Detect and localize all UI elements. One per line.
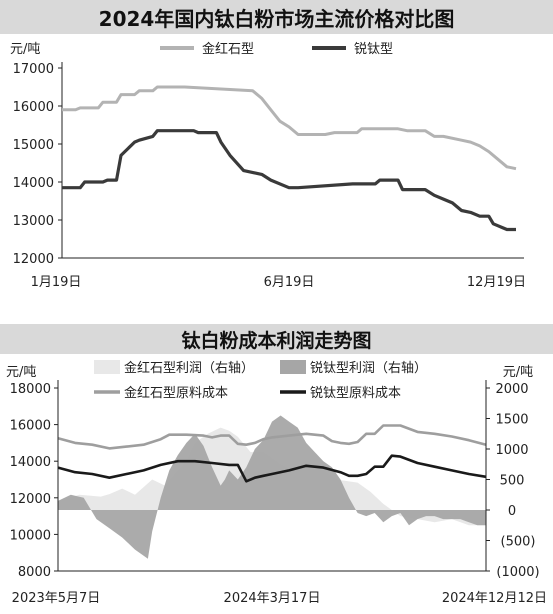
chart1-legend-label: 锐钛型 [354, 42, 393, 57]
chart1-y-tick-label: 15000 [13, 138, 54, 153]
chart1-series-line [62, 85, 517, 171]
chart2-x-tick-label: 2024年3月17日 [224, 591, 321, 606]
chart2-legend-swatch [94, 360, 120, 374]
price-comparison-chart: 12000 13000 14000 15000 16000 17000 元/吨 1月19日 6月… [10, 41, 526, 290]
chart2-left-tick-label: 14000 [10, 455, 51, 470]
chart2-left-tick-label: 8000 [18, 565, 51, 580]
chart2-title-banner: 钛白粉成本利润走势图 [0, 324, 553, 354]
chart2-legend-label: 金红石型利润（右轴） [124, 360, 254, 376]
chart2-legend-label: 金红石型原料成本 [124, 385, 228, 401]
chart2-legend-swatch [280, 360, 306, 374]
chart2-cost-line [57, 424, 487, 450]
chart2-title: 钛白粉成本利润走势图 [181, 329, 372, 352]
chart2-right-unit-label: 元/吨 [503, 365, 533, 380]
chart2-right-tick-label: (500) [501, 535, 536, 550]
chart1-x-tick-label: 12月19日 [467, 275, 526, 290]
chart1-y-tick-label: 16000 [13, 100, 54, 115]
chart2-right-tick-label: 1500 [495, 413, 528, 428]
chart2-left-unit-label: 元/吨 [6, 365, 36, 380]
chart2-right-tick-label: 0 [508, 504, 516, 519]
chart2-left-tick-label: 16000 [10, 419, 51, 434]
chart1-x-tick-label: 1月19日 [31, 275, 82, 290]
chart2-left-tick-label: 18000 [10, 382, 51, 397]
chart1-title: 2024年国内钛白粉市场主流价格对比图 [98, 6, 455, 31]
chart1-x-tick-label: 6月19日 [264, 275, 315, 290]
chart2-legend-label: 锐钛型利润（右轴） [310, 361, 427, 376]
chart1-y-tick-label: 13000 [13, 214, 54, 229]
chart1-y-tick-label: 12000 [13, 252, 54, 267]
chart2-right-tick-label: 1000 [495, 443, 528, 458]
chart2-cost-line [57, 454, 487, 483]
chart2-right-tick-label: 500 [500, 474, 525, 489]
chart2-left-tick-label: 12000 [10, 492, 51, 507]
chart2-legend-label: 锐钛型原料成本 [310, 386, 401, 401]
chart1-y-tick-label: 14000 [13, 176, 54, 191]
chart2-right-tick-label: 2000 [495, 382, 528, 397]
chart2-right-tick-label: (1000) [496, 565, 539, 580]
chart2-x-tick-label: 2023年5月7日 [12, 591, 101, 606]
chart2-x-tick-label: 2024年12月12日 [442, 591, 547, 606]
chart1-title-banner: 2024年国内钛白粉市场主流价格对比图 [0, 0, 553, 34]
chart2-profit-area [58, 415, 486, 559]
chart2-left-tick-label: 10000 [10, 528, 51, 543]
chart1-legend-label: 金红石型 [202, 41, 254, 57]
chart1-y-unit-label: 元/吨 [10, 42, 40, 57]
chart1-y-tick-label: 17000 [13, 62, 54, 77]
chart1-series-line [62, 129, 516, 232]
